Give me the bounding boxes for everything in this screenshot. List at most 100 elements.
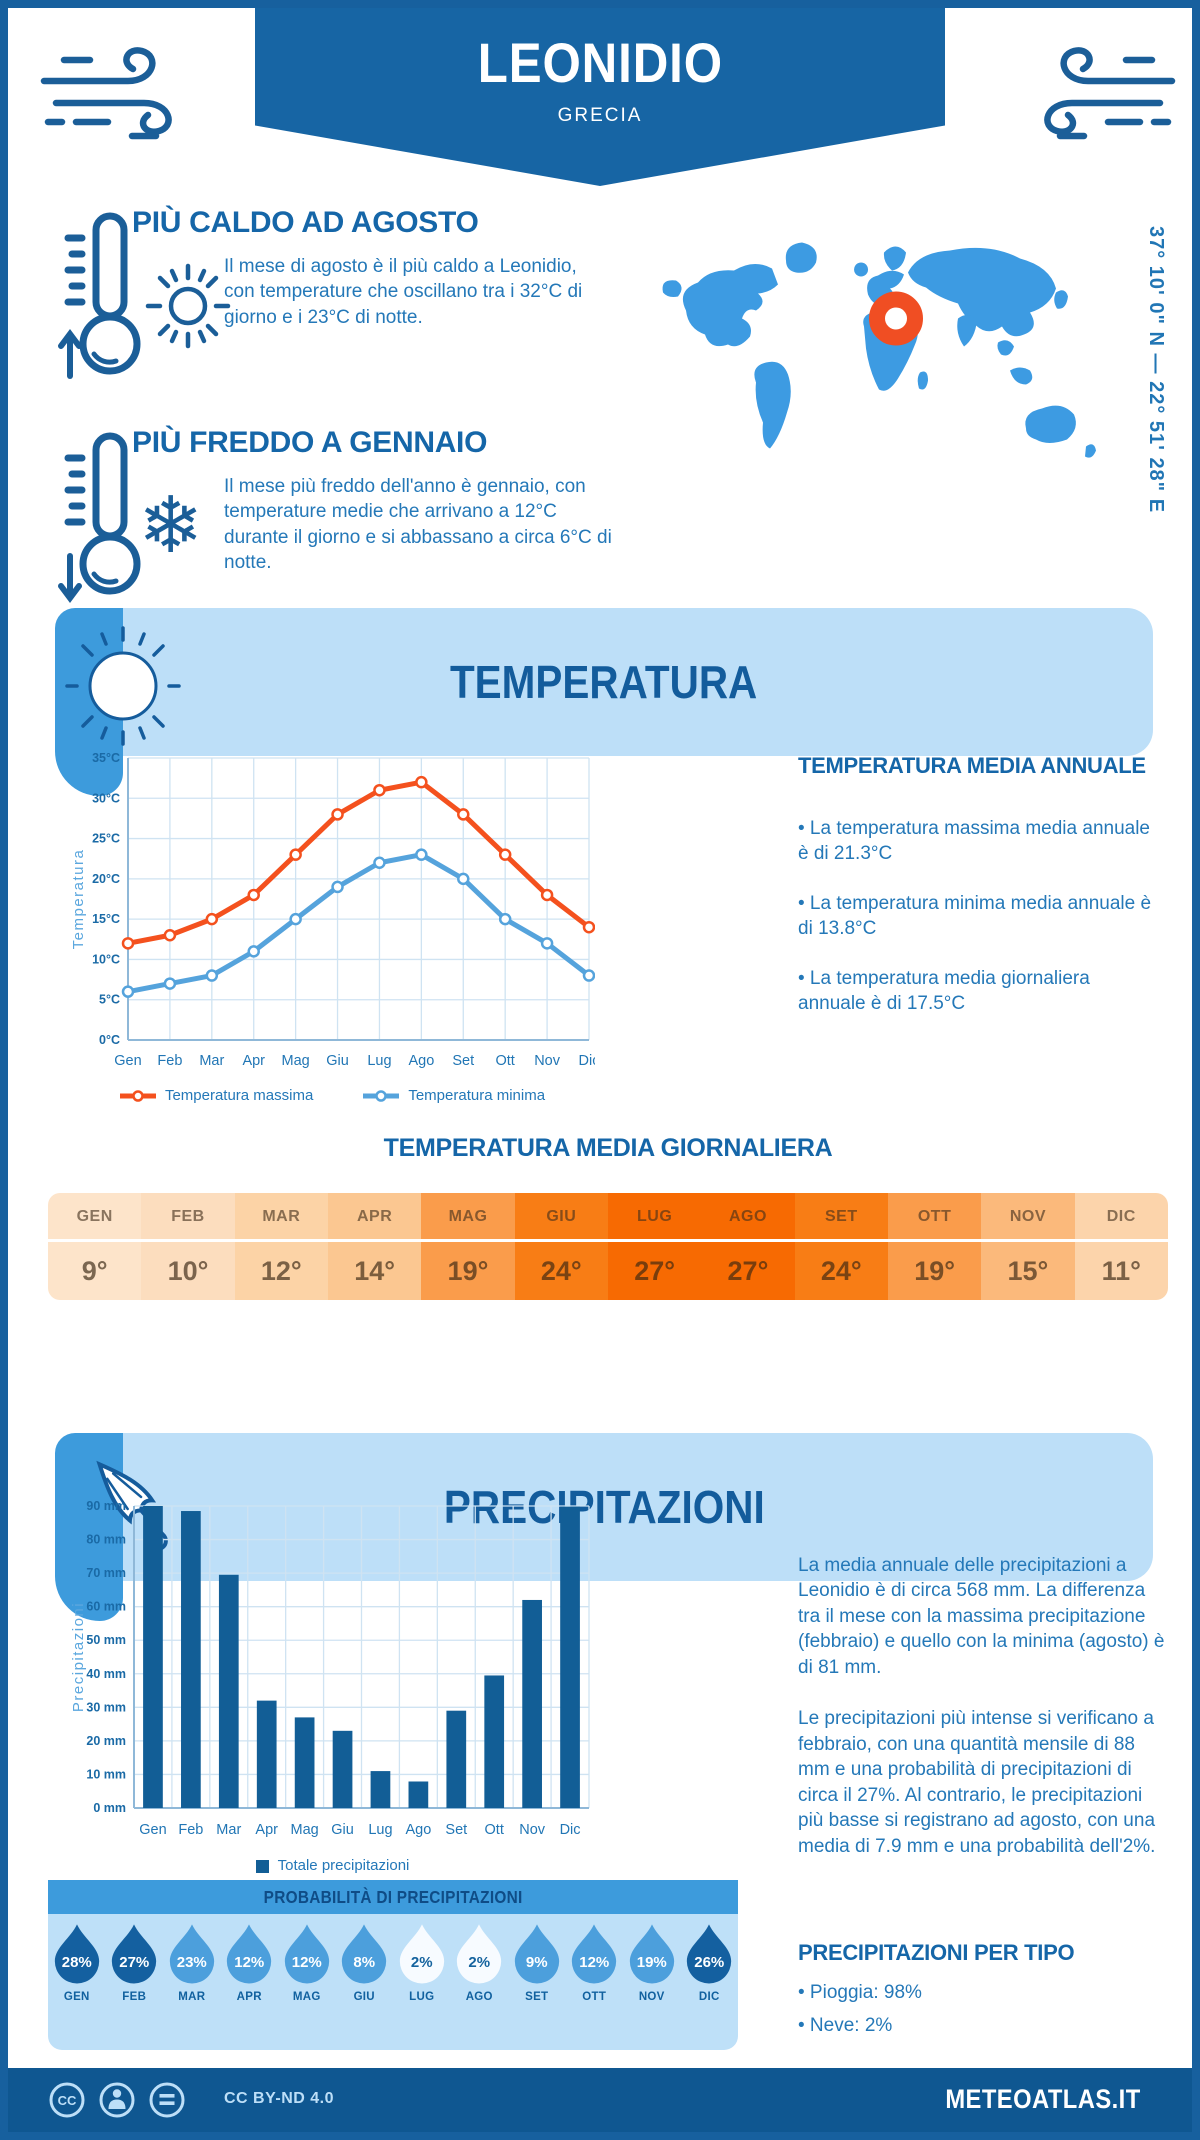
temp-table-month: APR [327,1193,422,1242]
svg-text:Mag: Mag [282,1053,310,1069]
svg-text:90 mm: 90 mm [86,1499,126,1513]
droplet-month: LUG [409,1991,435,2003]
probability-droplet: 26% DIC [681,1922,739,2050]
droplet-icon [169,1924,214,1984]
data-point [205,969,219,982]
per-tipo-title: PRECIPITAZIONI PER TIPO [798,1940,1075,1965]
droplet-percentage: 28% [61,1954,92,1971]
license-label: CC BY-ND 4.0 [224,2090,335,2107]
temp-table-value: 19° [914,1256,956,1286]
droplet-percentage: 12% [234,1954,265,1971]
precipitation-banner-title: PRECIPITAZIONI [443,1481,765,1533]
snowflake-icon: ❄ [138,481,204,569]
svg-text:Lug: Lug [367,1053,391,1069]
temp-table-month: FEB [141,1193,235,1242]
thermometer-cold-icon [58,432,141,603]
data-point [582,920,595,934]
data-point [247,945,260,958]
temp-table-value: 9° [81,1256,108,1286]
svg-text:Set: Set [452,1053,474,1069]
droplet-month: DIC [698,1991,720,2003]
droplet-percentage: 8% [353,1954,376,1971]
svg-text:CC: CC [58,2093,77,2108]
temp-table-month: GEN [48,1193,142,1242]
droplet-month: MAR [178,1991,206,2003]
data-point [540,888,554,902]
page-title: LEONIDIO [477,31,723,94]
annual-temp-bullets: • La temperatura massima media annuale è… [798,816,1158,1017]
probability-droplet: 12% APR [221,1922,279,2050]
temp-table-column: MAR 12° [234,1193,328,1300]
legend-max-marker [119,1090,156,1102]
droplet-month: SET [525,1991,549,2003]
coordinates-label: 37° 10' 0" N — 22° 51' 28" E [1145,226,1167,514]
svg-text:Gen: Gen [114,1053,141,1069]
temp-table-month: AGO [701,1193,795,1242]
probability-droplet: 19% NOV [623,1922,681,2050]
bar [256,1700,277,1808]
svg-text:Set: Set [445,1822,467,1838]
wind-icon [40,47,172,140]
wind-icon [1044,47,1176,140]
droplet-month: AGO [465,1991,493,2003]
temp-table-column: DIC 11° [1074,1193,1168,1300]
temp-table-value: 15° [1007,1256,1049,1286]
svg-text:20 mm: 20 mm [86,1734,126,1748]
temp-table-column: FEB 10° [141,1193,235,1300]
droplet-icon [687,1924,732,1984]
bar [294,1717,315,1808]
data-point [163,977,177,990]
data-point [289,912,302,926]
temp-table-month: DIC [1074,1193,1168,1242]
probability-droplet: 2% AGO [451,1922,509,2050]
hot-section-text: Il mese di agosto è il più caldo a Leoni… [224,256,583,328]
per-tipo-item: • Pioggia: 98% [798,1982,922,2003]
data-point [498,848,512,861]
svg-text:Gen: Gen [139,1822,166,1838]
temp-table-month: OTT [887,1193,982,1242]
droplet-month: OTT [582,1991,607,2003]
droplet-percentage: 2% [468,1954,491,1971]
data-point [163,929,177,942]
series-line [127,779,591,946]
bar [181,1511,201,1808]
legend-min-marker [363,1090,400,1102]
droplet-icon [112,1924,157,1984]
legend-bar-swatch [255,1859,269,1873]
svg-text:Mag: Mag [291,1822,319,1838]
svg-text:Nov: Nov [534,1053,561,1069]
bar [143,1506,163,1808]
probability-droplet: 2% LUG [393,1922,451,2050]
temp-table-value: 27° [634,1256,676,1286]
droplet-icon [629,1924,674,1984]
temperature-line-chart: 0°C 5°C 10°C 15°C 20°C 25°C 30°C 35°C Gen Feb Mar A… [70,751,595,1069]
svg-text:0°C: 0°C [99,1033,120,1047]
svg-text:Giu: Giu [326,1053,349,1069]
data-point [415,775,428,789]
droplet-icon [284,1924,329,1984]
data-point [331,880,344,894]
bar-chart-legend: Totale precipitazioni [70,1856,595,1876]
annual-bullet: • La temperatura minima media annuale è … [798,892,1152,940]
sun-banner-icon [65,626,181,746]
data-point [457,808,470,821]
per-tipo-item: • Neve: 2% [798,2015,893,2037]
droplet-percentage: 2% [410,1954,433,1971]
daily-temp-table: GEN 9° FEB 10° MAR 12° APR 14° MAG 19° GIU 24° LUG 27… [48,1193,1168,1300]
droplet-month: MAG [292,1991,321,2003]
data-point [247,888,260,902]
bar [522,1599,542,1808]
temperature-banner: TEMPERATURA [55,608,1153,796]
svg-text:Temperatura: Temperatura [70,849,87,950]
data-point [121,937,135,950]
data-point [121,985,135,998]
svg-text:40 mm: 40 mm [86,1667,126,1681]
bar [484,1675,505,1808]
droplet-icon [54,1924,99,1984]
svg-text:Ago: Ago [408,1053,434,1069]
droplet-month: GEN [63,1991,90,2003]
temp-table-column: NOV 15° [981,1193,1075,1300]
droplet-month: GIU [353,1991,375,2003]
droplet-percentage: 9% [525,1954,548,1971]
droplet-percentage: 19% [636,1954,667,1971]
